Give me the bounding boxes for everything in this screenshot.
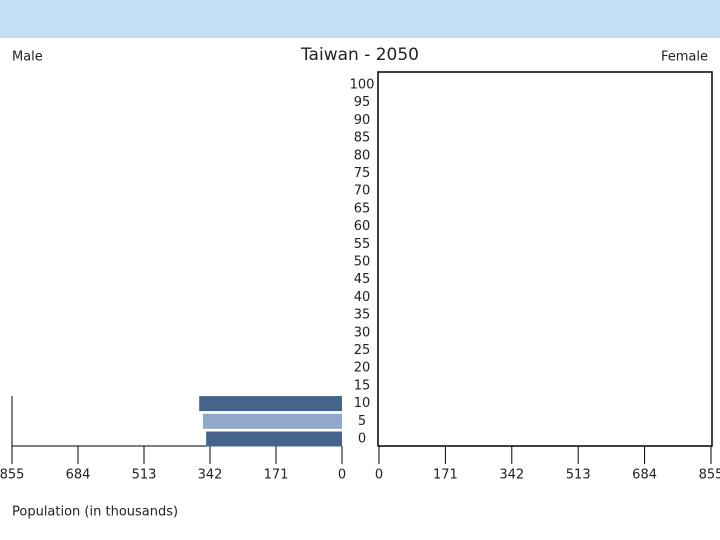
age-label: 80 bbox=[354, 148, 371, 163]
chart-title: Taiwan - 2050 bbox=[300, 45, 419, 65]
age-label: 70 bbox=[354, 184, 371, 199]
age-label: 100 bbox=[350, 78, 375, 93]
age-label: 85 bbox=[354, 131, 371, 146]
x-tick-label: 0 bbox=[375, 468, 383, 483]
female-label: Female bbox=[661, 50, 708, 65]
x-tick-label: 684 bbox=[632, 468, 657, 483]
x-tick-label: 855 bbox=[699, 468, 720, 483]
age-label: 30 bbox=[354, 325, 371, 340]
x-tick-label: 684 bbox=[66, 468, 91, 483]
female-plot-frame bbox=[377, 71, 713, 447]
bar bbox=[199, 396, 342, 412]
age-label: 10 bbox=[354, 396, 371, 411]
x-tick-label: 513 bbox=[132, 468, 157, 483]
age-label: 20 bbox=[354, 361, 371, 376]
age-label: 50 bbox=[354, 255, 371, 270]
x-tick-label: 342 bbox=[499, 468, 524, 483]
age-label: 95 bbox=[354, 95, 371, 110]
header-bar bbox=[0, 0, 720, 38]
age-label: 45 bbox=[354, 272, 371, 287]
x-tick-label: 171 bbox=[264, 468, 289, 483]
age-label: 55 bbox=[354, 237, 371, 252]
age-label: 25 bbox=[354, 343, 371, 358]
bar bbox=[203, 413, 342, 429]
x-axis-label: Population (in thousands) bbox=[12, 505, 178, 520]
male-label: Male bbox=[12, 50, 43, 65]
x-tick-label: 342 bbox=[198, 468, 223, 483]
x-tick-label: 0 bbox=[338, 468, 346, 483]
x-tick-label: 171 bbox=[433, 468, 458, 483]
age-label: 75 bbox=[354, 166, 371, 181]
age-label: 65 bbox=[354, 201, 371, 216]
bar bbox=[206, 431, 342, 447]
x-tick-label: 513 bbox=[566, 468, 591, 483]
age-label: 40 bbox=[354, 290, 371, 305]
age-label: 5 bbox=[358, 414, 366, 429]
age-label: 35 bbox=[354, 308, 371, 323]
age-label: 0 bbox=[358, 432, 366, 447]
age-label: 60 bbox=[354, 219, 371, 234]
age-label: 15 bbox=[354, 378, 371, 393]
age-label: 90 bbox=[354, 113, 371, 128]
x-tick-label: 855 bbox=[0, 468, 24, 483]
